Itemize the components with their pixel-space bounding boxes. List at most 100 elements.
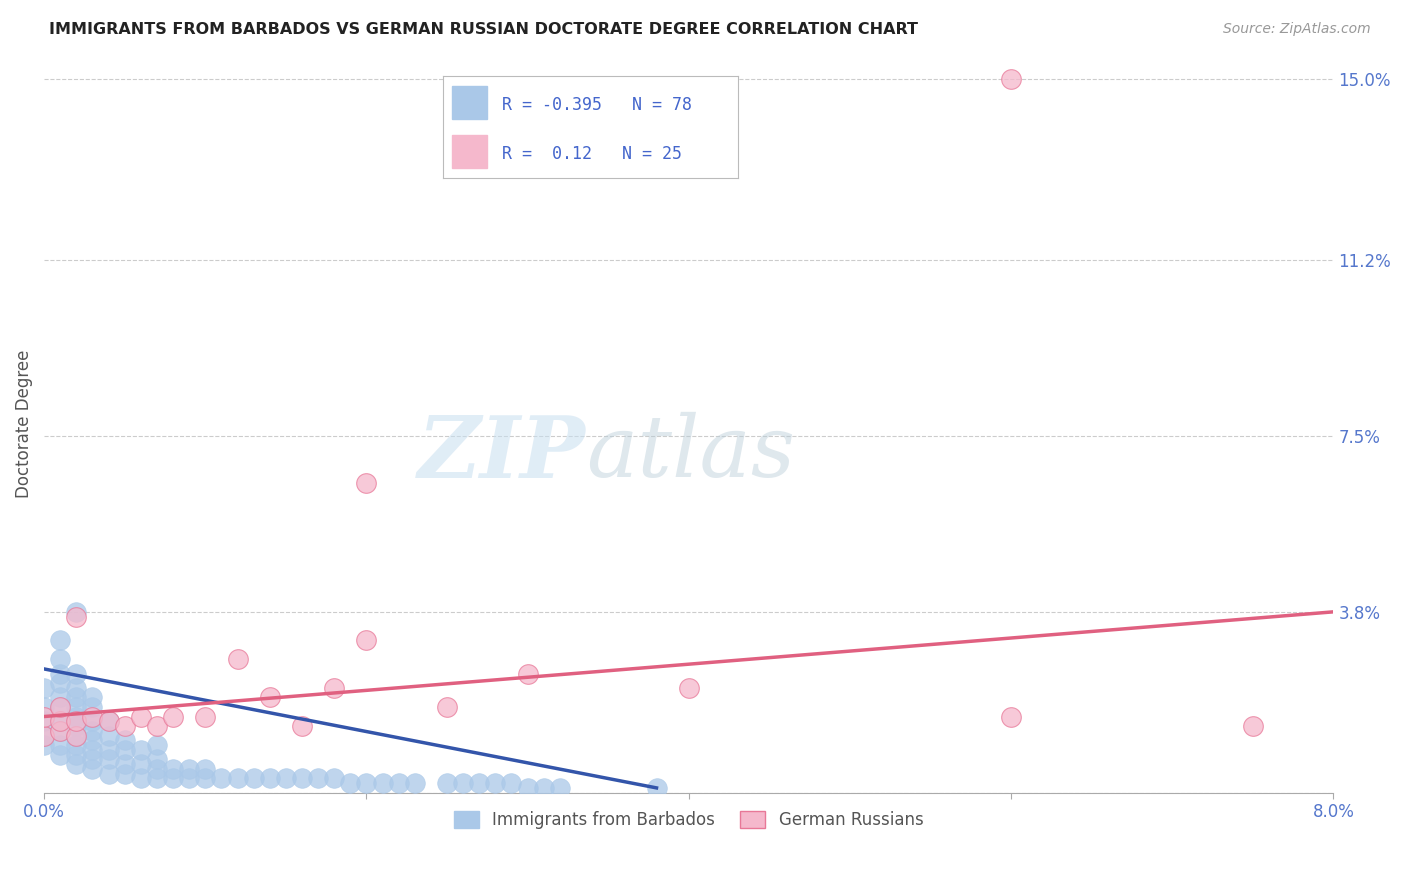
Point: [49, 666, 72, 681]
Text: atlas: atlas: [586, 412, 794, 495]
Point: [82, 743, 104, 757]
Point: [307, 772, 329, 786]
Point: [65, 729, 87, 743]
Text: Source: ZipAtlas.com: Source: ZipAtlas.com: [1223, 22, 1371, 37]
Point: [32, 729, 55, 743]
Point: [291, 772, 314, 786]
Text: R =  0.12   N = 25: R = 0.12 N = 25: [502, 145, 682, 162]
Point: [323, 681, 346, 695]
Legend: Immigrants from Barbados, German Russians: Immigrants from Barbados, German Russian…: [447, 805, 929, 836]
Point: [146, 719, 169, 733]
Point: [129, 709, 152, 723]
Point: [209, 772, 232, 786]
Point: [1241, 719, 1264, 733]
Point: [179, 772, 201, 786]
Point: [129, 772, 152, 786]
Point: [436, 700, 458, 714]
Point: [451, 776, 474, 790]
Point: [356, 633, 378, 648]
Point: [323, 772, 346, 786]
Point: [129, 757, 152, 772]
Point: [49, 738, 72, 752]
Point: [65, 719, 87, 733]
Point: [259, 772, 281, 786]
Point: [533, 780, 555, 795]
Point: [162, 709, 184, 723]
Point: [146, 738, 169, 752]
Point: [114, 757, 136, 772]
Point: [129, 743, 152, 757]
Point: [259, 690, 281, 705]
Point: [49, 714, 72, 729]
Point: [49, 690, 72, 705]
Text: ZIP: ZIP: [418, 411, 586, 495]
Point: [194, 762, 217, 776]
Point: [65, 709, 87, 723]
Point: [65, 757, 87, 772]
Point: [82, 762, 104, 776]
Point: [1000, 709, 1022, 723]
Point: [226, 772, 249, 786]
Point: [226, 652, 249, 666]
Point: [97, 729, 120, 743]
Point: [242, 772, 264, 786]
Point: [82, 723, 104, 738]
Point: [32, 738, 55, 752]
Point: [484, 776, 506, 790]
Point: [356, 776, 378, 790]
Bar: [451, 87, 486, 119]
Point: [114, 743, 136, 757]
Point: [82, 752, 104, 766]
Point: [65, 738, 87, 752]
Point: [146, 752, 169, 766]
Point: [97, 714, 120, 729]
Point: [65, 729, 87, 743]
Point: [371, 776, 394, 790]
Point: [678, 681, 700, 695]
Point: [97, 714, 120, 729]
Point: [97, 766, 120, 780]
Point: [339, 776, 361, 790]
Point: [65, 666, 87, 681]
Point: [356, 476, 378, 491]
Point: [82, 709, 104, 723]
Text: IMMIGRANTS FROM BARBADOS VS GERMAN RUSSIAN DOCTORATE DEGREE CORRELATION CHART: IMMIGRANTS FROM BARBADOS VS GERMAN RUSSI…: [49, 22, 918, 37]
Point: [49, 723, 72, 738]
Point: [82, 700, 104, 714]
Point: [49, 633, 72, 648]
Point: [194, 709, 217, 723]
Point: [146, 762, 169, 776]
Point: [32, 729, 55, 743]
Y-axis label: Doctorate Degree: Doctorate Degree: [15, 350, 32, 498]
Point: [49, 723, 72, 738]
Point: [436, 776, 458, 790]
Point: [49, 700, 72, 714]
Point: [49, 714, 72, 729]
Point: [404, 776, 426, 790]
Point: [32, 714, 55, 729]
Point: [65, 747, 87, 762]
Point: [162, 772, 184, 786]
Point: [32, 700, 55, 714]
Bar: [451, 136, 486, 168]
Text: R = -0.395   N = 78: R = -0.395 N = 78: [502, 95, 692, 113]
Point: [65, 690, 87, 705]
Point: [49, 676, 72, 690]
Point: [388, 776, 411, 790]
Point: [49, 747, 72, 762]
Point: [32, 681, 55, 695]
Point: [65, 714, 87, 729]
Point: [65, 681, 87, 695]
Point: [1000, 71, 1022, 86]
Point: [146, 772, 169, 786]
Point: [645, 780, 668, 795]
Point: [516, 780, 538, 795]
Point: [468, 776, 491, 790]
Point: [179, 762, 201, 776]
Point: [65, 609, 87, 624]
Point: [114, 733, 136, 747]
Point: [65, 605, 87, 619]
Point: [548, 780, 571, 795]
Point: [516, 666, 538, 681]
Point: [82, 690, 104, 705]
